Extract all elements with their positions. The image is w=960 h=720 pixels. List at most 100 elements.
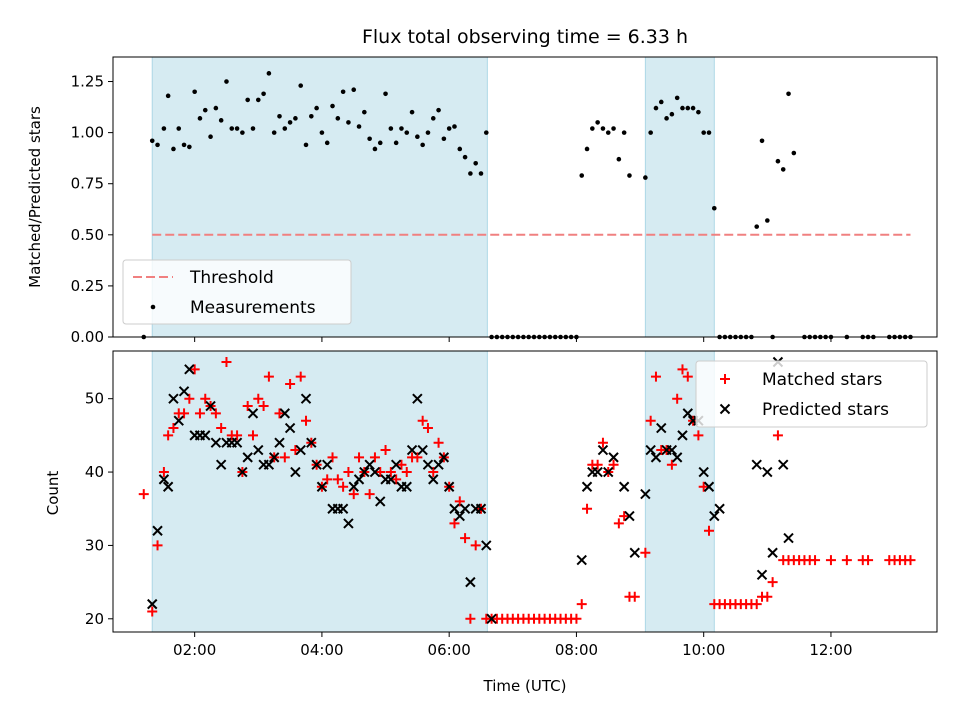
predicted-star-point xyxy=(322,459,333,470)
matched-star-point xyxy=(767,577,778,588)
matched-star-point xyxy=(417,415,428,426)
predicted-star-point xyxy=(205,400,216,412)
measurement-point xyxy=(765,218,770,223)
matched-star-point xyxy=(348,489,359,500)
matched-star-point xyxy=(380,445,391,456)
measurement-point xyxy=(404,130,410,135)
matched-star-point xyxy=(263,371,274,382)
predicted-star-point xyxy=(215,459,227,470)
measurement-point xyxy=(446,126,452,131)
predicted-star-point xyxy=(443,481,455,492)
measurement-point xyxy=(367,136,372,142)
measurement-point xyxy=(775,158,781,164)
matched-star-point xyxy=(375,467,386,478)
measurement-point xyxy=(171,146,176,152)
measurement-point xyxy=(245,97,250,103)
y-tick-label: 1.25 xyxy=(71,73,104,91)
measurement-point xyxy=(330,103,335,109)
matched-star-point xyxy=(582,503,593,514)
measurement-point xyxy=(696,109,701,115)
matched-star-point xyxy=(905,555,916,566)
matched-star-point xyxy=(592,459,603,470)
matched-star-point xyxy=(138,489,149,500)
predicted-star-point xyxy=(762,466,773,478)
measurement-point xyxy=(425,130,431,135)
legend-matched-label: Matched stars xyxy=(762,370,882,390)
measurement-point xyxy=(584,146,590,152)
predicted-star-point xyxy=(618,481,630,492)
matched-star-point xyxy=(454,496,465,507)
matched-star-point xyxy=(168,423,179,434)
matched-star-point xyxy=(762,591,773,602)
legend-threshold-label: Threshold xyxy=(189,268,274,288)
y-tick-label: 0.25 xyxy=(71,277,104,295)
predicted-star-point xyxy=(300,393,312,404)
x-tick-label: 06:00 xyxy=(428,641,471,659)
predicted-star-point xyxy=(624,510,635,522)
y-tick-label: 50 xyxy=(85,390,104,408)
measurement-point xyxy=(372,146,378,152)
y-tick-label: 30 xyxy=(85,536,104,554)
measurement-point xyxy=(266,71,272,76)
legend-predicted-swatch xyxy=(719,403,731,415)
measurement-point xyxy=(791,150,797,156)
observing-interval-shade xyxy=(644,56,715,338)
measurement-point xyxy=(478,171,484,176)
matched-star-point xyxy=(693,430,704,441)
measurement-point xyxy=(669,111,675,117)
matched-star-point xyxy=(863,555,874,566)
matched-star-point xyxy=(422,423,433,434)
x-tick-label: 12:00 xyxy=(809,641,852,659)
measurement-point xyxy=(335,116,341,121)
predicted-star-point xyxy=(337,503,349,514)
matched-star-point xyxy=(576,599,587,610)
measurement-point xyxy=(706,130,712,135)
measurement-point xyxy=(441,136,447,142)
measurement-point xyxy=(192,89,197,95)
matched-star-point xyxy=(221,357,232,368)
measurement-point xyxy=(161,126,167,131)
measurement-point xyxy=(680,105,685,111)
plot-frame xyxy=(112,350,938,633)
predicted-star-point xyxy=(597,444,609,456)
predicted-star-point xyxy=(348,481,359,492)
measurement-point xyxy=(674,95,680,101)
predicted-star-point xyxy=(152,525,163,536)
predicted-star-point xyxy=(359,466,370,478)
predicted-star-point xyxy=(682,408,693,419)
predicted-star-point xyxy=(433,459,444,470)
predicted-star-point xyxy=(263,459,275,470)
predicted-star-point xyxy=(237,466,248,478)
predicted-star-point xyxy=(581,481,593,492)
measurement-point xyxy=(319,130,325,135)
y-tick-label: 0.50 xyxy=(71,226,104,244)
matched-star-point xyxy=(327,452,338,463)
measurement-point xyxy=(685,105,691,111)
measurement-point xyxy=(351,87,357,93)
x-tick-label: 04:00 xyxy=(300,641,343,659)
matched-star-point xyxy=(672,393,683,404)
matched-star-point xyxy=(810,555,821,566)
measurement-point xyxy=(176,126,182,131)
predicted-star-point xyxy=(698,466,709,478)
predicted-star-point xyxy=(168,393,179,404)
predicted-star-point xyxy=(406,444,418,456)
matched-star-point xyxy=(608,459,619,470)
predicted-star-point xyxy=(756,569,768,580)
matched-star-point xyxy=(449,518,460,529)
predicted-star-point xyxy=(645,444,656,456)
predicted-star-point xyxy=(783,532,794,544)
matched-star-point xyxy=(465,613,476,624)
measurement-point xyxy=(643,175,648,180)
measurement-point xyxy=(356,124,362,129)
matched-star-point xyxy=(290,445,301,456)
y-tick-label: 0.75 xyxy=(71,175,104,193)
measurement-point xyxy=(303,142,309,148)
matched-star-point xyxy=(147,606,158,617)
predicted-star-point xyxy=(640,488,651,500)
measurement-point xyxy=(473,160,478,166)
matched-star-point xyxy=(619,511,630,522)
measurement-point xyxy=(653,105,659,111)
matched-star-point xyxy=(825,555,836,566)
measurement-point xyxy=(155,142,160,148)
